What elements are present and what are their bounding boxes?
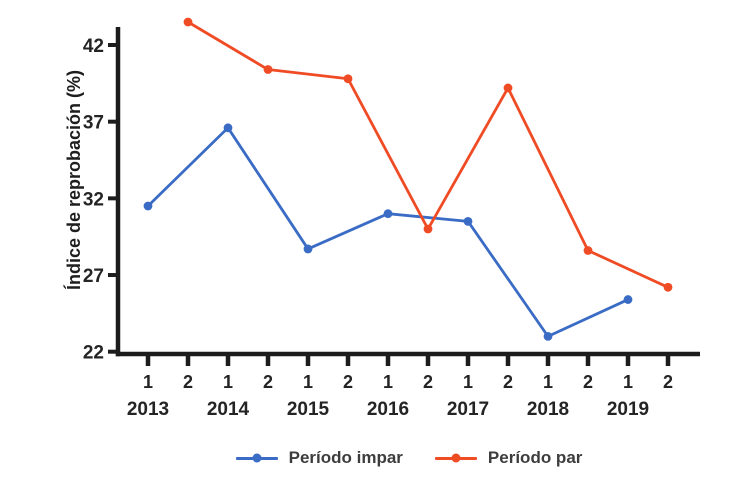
line-dot-marker-icon (434, 453, 477, 463)
y-tick-label: 32 (83, 189, 104, 210)
legend-item-periodo-par: Período par (434, 448, 583, 468)
data-point-impar (543, 331, 553, 341)
data-point-impar (303, 244, 313, 254)
x-period-label: 2 (183, 372, 193, 392)
x-period-label: 2 (343, 372, 353, 392)
y-tick-label: 27 (83, 266, 104, 287)
x-period-label: 2 (423, 372, 433, 392)
data-point-par (183, 17, 193, 27)
data-point-par (583, 246, 593, 255)
data-point-par (663, 282, 673, 292)
x-year-label: 2014 (207, 399, 250, 420)
data-point-par (423, 224, 433, 234)
x-period-label: 1 (383, 372, 393, 392)
data-point-par (263, 65, 273, 74)
y-tick-label: 37 (83, 113, 104, 134)
x-year-label: 2013 (127, 399, 169, 420)
x-year-label: 2015 (287, 399, 330, 420)
series-line-par (186, 20, 670, 289)
legend-label-periodo-impar: Período impar (288, 448, 403, 467)
y-tick-label: 42 (83, 36, 104, 57)
x-period-label: 1 (463, 372, 473, 392)
data-point-impar (223, 123, 233, 133)
legend-item-periodo-impar: Período impar (235, 448, 403, 468)
x-year-label: 2019 (607, 399, 649, 420)
data-point-par (503, 83, 513, 93)
line-dot-marker-icon (235, 453, 278, 463)
data-point-impar (623, 295, 633, 304)
legend: Período impar Período par (118, 443, 700, 473)
x-period-label: 1 (223, 372, 233, 392)
x-period-label: 1 (543, 372, 553, 392)
x-period-label: 2 (503, 372, 513, 392)
x-period-label: 2 (583, 372, 593, 392)
x-period-label: 1 (623, 372, 633, 392)
data-point-impar (143, 201, 153, 211)
data-point-par (343, 74, 353, 84)
data-point-impar (463, 216, 473, 226)
x-period-label: 2 (263, 372, 273, 392)
x-period-label: 2 (663, 372, 673, 392)
legend-label-periodo-par: Período par (487, 448, 583, 467)
x-year-label: 2016 (367, 399, 409, 420)
y-tick-label: 22 (83, 343, 104, 364)
x-period-label: 1 (143, 372, 153, 392)
x-period-label: 1 (303, 372, 313, 392)
data-point-impar (383, 209, 393, 219)
x-year-label: 2018 (527, 399, 569, 420)
x-year-label: 2017 (447, 399, 489, 420)
series-line-impar (146, 126, 630, 338)
